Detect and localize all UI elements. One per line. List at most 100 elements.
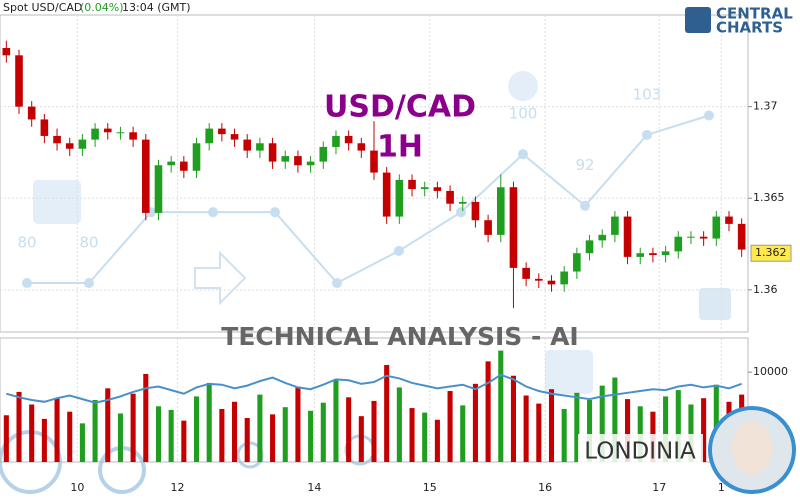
overlay-point bbox=[332, 278, 342, 289]
candle-body bbox=[78, 139, 87, 149]
volume-bar bbox=[498, 350, 504, 462]
candle-body bbox=[649, 253, 657, 256]
x-tick-label: 16 bbox=[538, 481, 552, 494]
volume-bar bbox=[523, 395, 529, 462]
candle-body bbox=[91, 128, 99, 140]
y-tick-label: 1.365 bbox=[753, 191, 785, 204]
x-tick-label: 17 bbox=[652, 481, 666, 494]
candle-body bbox=[699, 236, 708, 239]
overlay-point bbox=[642, 129, 652, 140]
overlay-point bbox=[704, 110, 714, 121]
candle-body bbox=[40, 119, 49, 136]
candle-body bbox=[687, 236, 695, 238]
volume-bar bbox=[92, 400, 98, 462]
candle-body bbox=[737, 223, 746, 250]
volume-bar bbox=[295, 386, 301, 462]
candle-body bbox=[471, 201, 480, 221]
candle-body bbox=[306, 161, 315, 166]
volume-bar bbox=[67, 411, 73, 462]
candle-body bbox=[281, 156, 290, 162]
volume-bar bbox=[358, 416, 364, 462]
volume-bar bbox=[282, 407, 288, 462]
volume-bar bbox=[105, 388, 111, 462]
volume-bar bbox=[422, 412, 428, 462]
volume-bar bbox=[257, 394, 263, 462]
candle-body bbox=[332, 135, 340, 147]
candle-body bbox=[598, 234, 607, 241]
candle-body bbox=[433, 187, 442, 191]
candle-body bbox=[15, 55, 23, 107]
candle-body bbox=[395, 179, 404, 217]
overlay-label: 80 bbox=[17, 234, 36, 252]
volume-bar bbox=[143, 373, 149, 462]
candle-body bbox=[725, 216, 733, 224]
volume-bar bbox=[54, 398, 60, 462]
candle-body bbox=[218, 128, 226, 135]
candle-body bbox=[560, 271, 568, 285]
volume-bar bbox=[155, 406, 162, 462]
decor bbox=[0, 71, 731, 494]
overlay-point bbox=[84, 278, 94, 289]
candle-body bbox=[230, 134, 239, 140]
candle-body bbox=[496, 187, 505, 235]
volume-bar bbox=[510, 375, 516, 462]
avatar-face bbox=[732, 421, 772, 475]
time: 13:04 (GMT) bbox=[122, 1, 191, 14]
volume-bar bbox=[320, 402, 326, 462]
volume-bar bbox=[244, 417, 250, 462]
overlay-label: 100 bbox=[509, 105, 538, 123]
candle-body bbox=[319, 146, 328, 162]
overlay-point bbox=[518, 149, 528, 160]
volume-bar bbox=[701, 398, 707, 462]
volume-bar bbox=[41, 418, 47, 462]
candle-body bbox=[243, 139, 252, 151]
candle-body bbox=[205, 128, 213, 144]
candle-body bbox=[585, 240, 594, 254]
volume-bar bbox=[434, 419, 440, 462]
change: (0.04%) bbox=[80, 1, 124, 14]
volume-bar bbox=[79, 423, 85, 462]
overlay-point bbox=[270, 207, 280, 218]
candle-body bbox=[53, 135, 61, 144]
volume-bar bbox=[574, 392, 580, 462]
volume-bar bbox=[3, 415, 9, 462]
volume-bar bbox=[675, 390, 681, 462]
volume-bar bbox=[663, 396, 669, 462]
volume-bar bbox=[396, 387, 402, 462]
volume-bar bbox=[232, 401, 238, 462]
volume-line bbox=[6, 373, 742, 404]
volume-bar bbox=[206, 382, 212, 462]
candle-body bbox=[294, 156, 302, 166]
x-tick-label: 10 bbox=[70, 481, 84, 494]
volume-bar bbox=[548, 389, 555, 462]
volume-bar bbox=[270, 414, 276, 462]
last-price-label: 1.362 bbox=[755, 246, 787, 259]
overlay-point bbox=[208, 207, 218, 218]
volume-bar bbox=[168, 409, 174, 462]
x-tick-label: 15 bbox=[423, 481, 437, 494]
candle-body bbox=[357, 143, 366, 151]
overlay-label: 92 bbox=[575, 156, 594, 174]
candle-body bbox=[535, 278, 543, 281]
volume-bar bbox=[117, 413, 123, 462]
candle-body bbox=[344, 135, 353, 144]
volume-bar bbox=[308, 410, 314, 462]
x-tick-label: 14 bbox=[307, 481, 321, 494]
volume-bar bbox=[409, 408, 415, 462]
volume-bar bbox=[193, 396, 200, 462]
volume-bar bbox=[485, 361, 491, 462]
candle-body bbox=[116, 132, 125, 134]
watermark-text: TECHNICAL ANALYSIS - AI bbox=[221, 322, 578, 351]
candle-body bbox=[712, 216, 721, 239]
candle-body bbox=[446, 190, 454, 204]
overlay-point bbox=[394, 245, 404, 256]
candle-body bbox=[27, 106, 36, 120]
candle-body bbox=[547, 280, 556, 285]
volume-bar bbox=[384, 364, 390, 462]
logo-icon bbox=[685, 7, 711, 33]
volume-bar bbox=[625, 399, 631, 462]
candle-body bbox=[674, 236, 683, 252]
volume-bar bbox=[460, 405, 466, 462]
candle-body bbox=[192, 143, 201, 171]
overlay-label: 80 bbox=[79, 234, 98, 252]
